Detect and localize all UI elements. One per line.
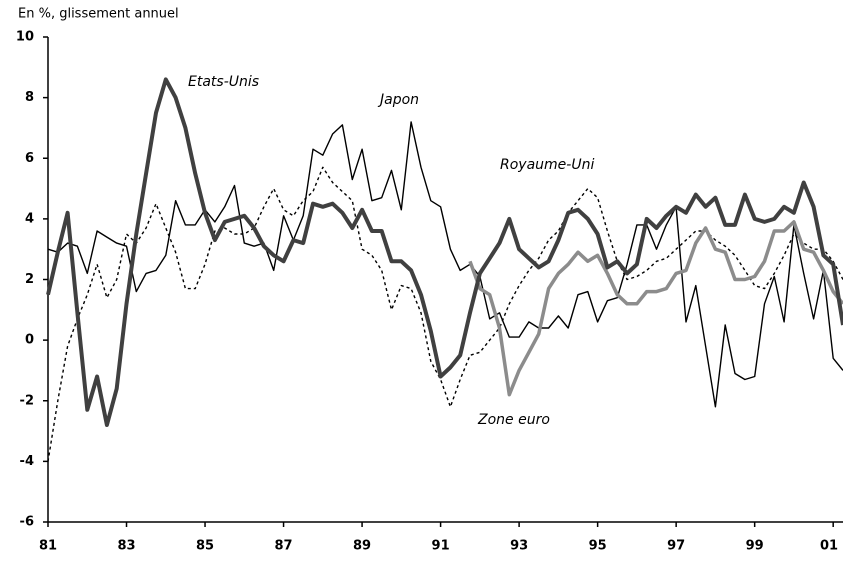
x-tick-label: 81: [39, 539, 57, 554]
x-tick-label: 93: [510, 539, 528, 554]
series-label: Zone euro: [477, 412, 550, 428]
series-label: Japon: [377, 92, 419, 108]
x-tick-label: 01: [820, 539, 838, 554]
y-tick-label: 6: [25, 151, 34, 166]
x-tick-label: 85: [196, 539, 214, 554]
y-axis-label: En %, glissement annuel: [18, 7, 179, 22]
y-tick-label: -4: [20, 454, 34, 469]
y-tick-label: -6: [20, 515, 34, 530]
y-tick-label: 10: [16, 30, 34, 45]
y-tick-label: 2: [25, 272, 34, 287]
series-line: [47, 166, 843, 462]
x-tick-label: 99: [746, 539, 764, 554]
series-label: Royaume-Uni: [500, 157, 594, 173]
series-line: [46, 77, 843, 427]
x-tick-label: 97: [667, 539, 685, 554]
y-tick-label: 0: [25, 333, 34, 348]
y-tick-label: -2: [20, 393, 34, 408]
y-tick-label: 4: [25, 211, 34, 226]
x-tick-label: 95: [589, 539, 607, 554]
y-tick-label: 8: [25, 90, 34, 105]
x-tick-label: 91: [432, 539, 450, 554]
x-tick-label: 83: [117, 539, 135, 554]
series-line: [47, 121, 843, 408]
series-line: [468, 220, 843, 397]
series-label: Etats-Unis: [188, 74, 259, 90]
x-tick-label: 89: [353, 539, 371, 554]
x-tick-label: 87: [275, 539, 293, 554]
